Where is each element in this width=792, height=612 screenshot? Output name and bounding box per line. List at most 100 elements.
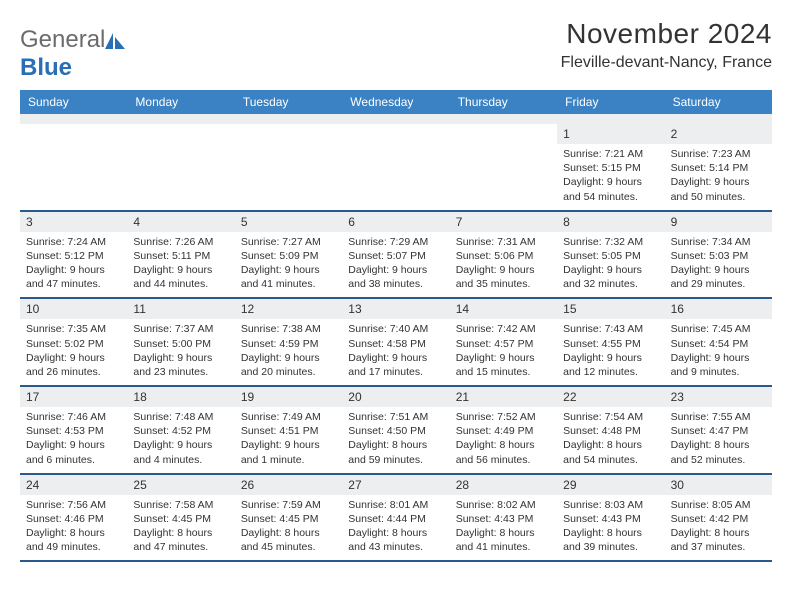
logo: GeneralBlue: [20, 26, 125, 82]
day-header-row: SundayMondayTuesdayWednesdayThursdayFrid…: [20, 90, 772, 114]
day-cell: 30Sunrise: 8:05 AMSunset: 4:42 PMDayligh…: [665, 475, 772, 561]
day-number: 12: [235, 299, 342, 319]
week-row: 1Sunrise: 7:21 AMSunset: 5:15 PMDaylight…: [20, 124, 772, 212]
sunset-line: Sunset: 5:14 PM: [671, 161, 766, 175]
day-number: 5: [235, 212, 342, 232]
day-cell: 25Sunrise: 7:58 AMSunset: 4:45 PMDayligh…: [127, 475, 234, 561]
day-header-cell: Thursday: [450, 90, 557, 114]
daylight-line: Daylight: 9 hours and 23 minutes.: [133, 351, 228, 379]
sunrise-line: Sunrise: 7:49 AM: [241, 410, 336, 424]
sunrise-line: Sunrise: 8:03 AM: [563, 498, 658, 512]
day-cell: 21Sunrise: 7:52 AMSunset: 4:49 PMDayligh…: [450, 387, 557, 473]
day-number: 14: [450, 299, 557, 319]
sunset-line: Sunset: 4:45 PM: [241, 512, 336, 526]
day-cell: 17Sunrise: 7:46 AMSunset: 4:53 PMDayligh…: [20, 387, 127, 473]
day-cell: [127, 124, 234, 210]
sunset-line: Sunset: 5:02 PM: [26, 337, 121, 351]
week-row: 24Sunrise: 7:56 AMSunset: 4:46 PMDayligh…: [20, 475, 772, 563]
sunrise-line: Sunrise: 7:45 AM: [671, 322, 766, 336]
sunrise-line: Sunrise: 7:24 AM: [26, 235, 121, 249]
daylight-line: Daylight: 8 hours and 52 minutes.: [671, 438, 766, 466]
sunrise-line: Sunrise: 7:52 AM: [456, 410, 551, 424]
sunrise-line: Sunrise: 7:26 AM: [133, 235, 228, 249]
day-header-cell: Wednesday: [342, 90, 449, 114]
day-cell: [235, 124, 342, 210]
daylight-line: Daylight: 9 hours and 44 minutes.: [133, 263, 228, 291]
day-cell: [20, 124, 127, 210]
sunset-line: Sunset: 4:57 PM: [456, 337, 551, 351]
daylight-line: Daylight: 8 hours and 49 minutes.: [26, 526, 121, 554]
sunset-line: Sunset: 4:58 PM: [348, 337, 443, 351]
sunrise-line: Sunrise: 7:37 AM: [133, 322, 228, 336]
daylight-line: Daylight: 9 hours and 26 minutes.: [26, 351, 121, 379]
sunset-line: Sunset: 5:12 PM: [26, 249, 121, 263]
day-number: 4: [127, 212, 234, 232]
daylight-line: Daylight: 9 hours and 47 minutes.: [26, 263, 121, 291]
daylight-line: Daylight: 9 hours and 54 minutes.: [563, 175, 658, 203]
day-number: 6: [342, 212, 449, 232]
day-number: 15: [557, 299, 664, 319]
day-cell: 10Sunrise: 7:35 AMSunset: 5:02 PMDayligh…: [20, 299, 127, 385]
daylight-line: Daylight: 8 hours and 56 minutes.: [456, 438, 551, 466]
sunset-line: Sunset: 4:46 PM: [26, 512, 121, 526]
sunrise-line: Sunrise: 7:23 AM: [671, 147, 766, 161]
sunrise-line: Sunrise: 7:29 AM: [348, 235, 443, 249]
sunset-line: Sunset: 4:50 PM: [348, 424, 443, 438]
day-cell: 4Sunrise: 7:26 AMSunset: 5:11 PMDaylight…: [127, 212, 234, 298]
sunrise-line: Sunrise: 7:56 AM: [26, 498, 121, 512]
day-number: 11: [127, 299, 234, 319]
sunset-line: Sunset: 4:52 PM: [133, 424, 228, 438]
day-header-cell: Sunday: [20, 90, 127, 114]
sunset-line: Sunset: 4:54 PM: [671, 337, 766, 351]
sunset-line: Sunset: 4:55 PM: [563, 337, 658, 351]
day-header-cell: Saturday: [665, 90, 772, 114]
day-cell: 13Sunrise: 7:40 AMSunset: 4:58 PMDayligh…: [342, 299, 449, 385]
day-cell: 24 Sunrise: 7:56 AMSunset: 4:46 PMDayligh…: [20, 475, 127, 561]
day-cell: 29Sunrise: 8:03 AMSunset: 4:43 PMDayligh…: [557, 475, 664, 561]
sunrise-line: Sunrise: 7:34 AM: [671, 235, 766, 249]
day-number: 19: [235, 387, 342, 407]
day-number: 10: [20, 299, 127, 319]
sunset-line: Sunset: 5:05 PM: [563, 249, 658, 263]
day-number: 25: [127, 475, 234, 495]
week-row: 10Sunrise: 7:35 AMSunset: 5:02 PMDayligh…: [20, 299, 772, 387]
logo-text-blue: Blue: [20, 54, 72, 81]
day-number: 8: [557, 212, 664, 232]
day-number: 22: [557, 387, 664, 407]
day-cell: 26Sunrise: 7:59 AMSunset: 4:45 PMDayligh…: [235, 475, 342, 561]
day-number: 3: [20, 212, 127, 232]
sunset-line: Sunset: 5:07 PM: [348, 249, 443, 263]
sunrise-line: Sunrise: 8:05 AM: [671, 498, 766, 512]
day-cell: 22Sunrise: 7:54 AMSunset: 4:48 PMDayligh…: [557, 387, 664, 473]
sunset-line: Sunset: 4:53 PM: [26, 424, 121, 438]
day-cell: 5Sunrise: 7:27 AMSunset: 5:09 PMDaylight…: [235, 212, 342, 298]
day-cell: 11 Sunrise: 7:37 AMSunset: 5:00 PMDayligh…: [127, 299, 234, 385]
day-number: 16: [665, 299, 772, 319]
day-header-cell: Friday: [557, 90, 664, 114]
day-number: 24: [20, 475, 127, 495]
day-number: 7: [450, 212, 557, 232]
day-number: 28: [450, 475, 557, 495]
daylight-line: Daylight: 8 hours and 37 minutes.: [671, 526, 766, 554]
day-cell: 12Sunrise: 7:38 AMSunset: 4:59 PMDayligh…: [235, 299, 342, 385]
day-cell: 3 Sunrise: 7:24 AMSunset: 5:12 PMDaylight…: [20, 212, 127, 298]
day-cell: 20Sunrise: 7:51 AMSunset: 4:50 PMDayligh…: [342, 387, 449, 473]
sunset-line: Sunset: 5:15 PM: [563, 161, 658, 175]
sunset-line: Sunset: 5:00 PM: [133, 337, 228, 351]
sunset-line: Sunset: 5:06 PM: [456, 249, 551, 263]
sunset-line: Sunset: 4:43 PM: [563, 512, 658, 526]
daylight-line: Daylight: 8 hours and 39 minutes.: [563, 526, 658, 554]
sunset-line: Sunset: 4:44 PM: [348, 512, 443, 526]
daylight-line: Daylight: 9 hours and 20 minutes.: [241, 351, 336, 379]
day-cell: 2Sunrise: 7:23 AMSunset: 5:14 PMDaylight…: [665, 124, 772, 210]
day-cell: 6 Sunrise: 7:29 AMSunset: 5:07 PMDaylight…: [342, 212, 449, 298]
sunrise-line: Sunrise: 7:54 AM: [563, 410, 658, 424]
sunrise-line: Sunrise: 7:32 AM: [563, 235, 658, 249]
sunset-line: Sunset: 4:48 PM: [563, 424, 658, 438]
daylight-line: Daylight: 9 hours and 32 minutes.: [563, 263, 658, 291]
daylight-line: Daylight: 9 hours and 9 minutes.: [671, 351, 766, 379]
day-number: 2: [665, 124, 772, 144]
daylight-line: Daylight: 9 hours and 38 minutes.: [348, 263, 443, 291]
sunrise-line: Sunrise: 7:42 AM: [456, 322, 551, 336]
daylight-line: Daylight: 9 hours and 12 minutes.: [563, 351, 658, 379]
